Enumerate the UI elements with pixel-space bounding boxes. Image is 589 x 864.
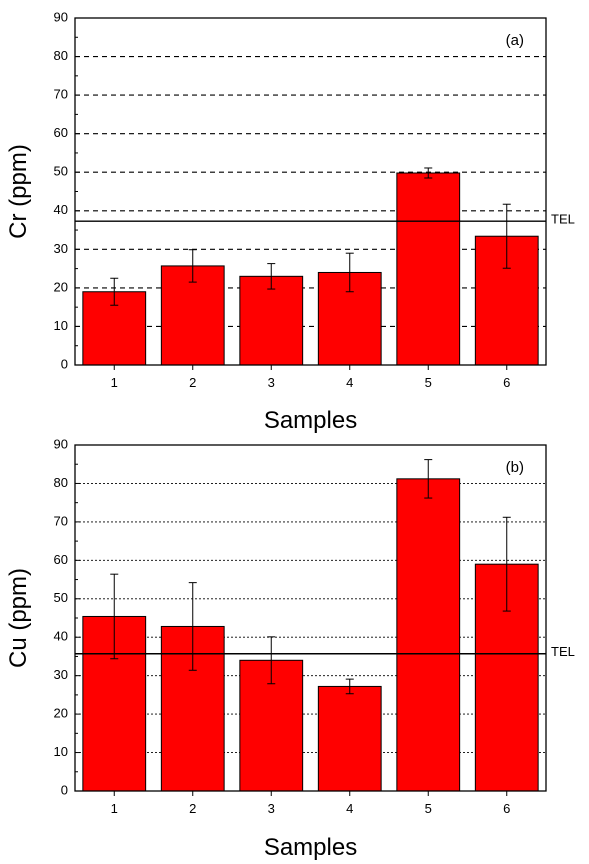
x-tick-label: 1 — [111, 375, 118, 390]
x-tick-label: 5 — [425, 375, 432, 390]
x-tick-label: 5 — [425, 801, 432, 816]
y-tick-label: 10 — [54, 744, 68, 759]
y-tick-label: 50 — [54, 164, 68, 179]
error-bar-sample-4 — [345, 678, 354, 695]
error-bar-sample-5 — [424, 459, 433, 499]
chart-panel-2: TEL 0 10 20 30 40 50 60 70 80 90 1 2 3 4 5 6 Samples Cu (p… — [5, 436, 575, 861]
tel-label: TEL — [551, 644, 575, 659]
x-tick-label: 3 — [268, 801, 275, 816]
x-tick-label: 2 — [189, 801, 196, 816]
error-bar-sample-1 — [110, 277, 119, 306]
x-tick-label: 4 — [346, 375, 353, 390]
tel-label: TEL — [551, 212, 575, 227]
y-tick-label: 0 — [61, 782, 68, 797]
y-tick-label: 60 — [54, 552, 68, 567]
bar-sample-5 — [396, 478, 461, 792]
y-tick-label: 90 — [54, 9, 68, 24]
y-tick-label: 10 — [54, 318, 68, 333]
error-bar-sample-4 — [345, 252, 354, 293]
y-tick-label: 70 — [54, 513, 68, 528]
bar-sample-4 — [317, 685, 382, 792]
y-tick-label: 30 — [54, 241, 68, 256]
y-tick-label: 50 — [54, 590, 68, 605]
bar-sample-3 — [239, 275, 304, 366]
y-tick-label: 80 — [54, 48, 68, 63]
y-axis-title: Cr (ppm) — [5, 144, 32, 239]
bar-sample-5 — [396, 172, 461, 366]
chart-panel-1: TEL 0 10 20 30 40 50 60 70 80 90 1 2 3 4 5 6 Samples Cr (p… — [5, 9, 575, 434]
y-tick-label: 40 — [54, 629, 68, 644]
error-bar-sample-5 — [424, 167, 433, 179]
y-tick-label: 80 — [54, 475, 68, 490]
x-tick-label: 2 — [189, 375, 196, 390]
y-tick-label: 20 — [54, 279, 68, 294]
error-bar-sample-3 — [267, 263, 276, 290]
y-tick-label: 20 — [54, 706, 68, 721]
y-axis-title: Cu (ppm) — [5, 568, 32, 668]
error-bar-sample-3 — [267, 636, 276, 685]
y-tick-label: 60 — [54, 125, 68, 140]
x-tick-label: 3 — [268, 375, 275, 390]
error-bar-sample-2 — [188, 582, 197, 671]
x-tick-label: 6 — [503, 375, 510, 390]
x-tick-label: 4 — [346, 801, 353, 816]
error-bar-sample-2 — [188, 249, 197, 283]
error-bar-sample-6 — [502, 516, 511, 612]
x-axis-title: Samples — [264, 407, 357, 434]
panel-label: (a) — [506, 32, 524, 49]
y-tick-label: 30 — [54, 667, 68, 682]
x-tick-label: 6 — [503, 801, 510, 816]
x-tick-label: 1 — [111, 801, 118, 816]
x-axis-title: Samples — [264, 834, 357, 861]
panel-label: (b) — [506, 459, 524, 476]
y-tick-label: 90 — [54, 436, 68, 451]
y-tick-label: 40 — [54, 202, 68, 217]
y-tick-label: 70 — [54, 87, 68, 102]
error-bar-sample-6 — [502, 203, 511, 269]
error-bar-sample-1 — [110, 573, 119, 660]
y-tick-label: 0 — [61, 356, 68, 371]
